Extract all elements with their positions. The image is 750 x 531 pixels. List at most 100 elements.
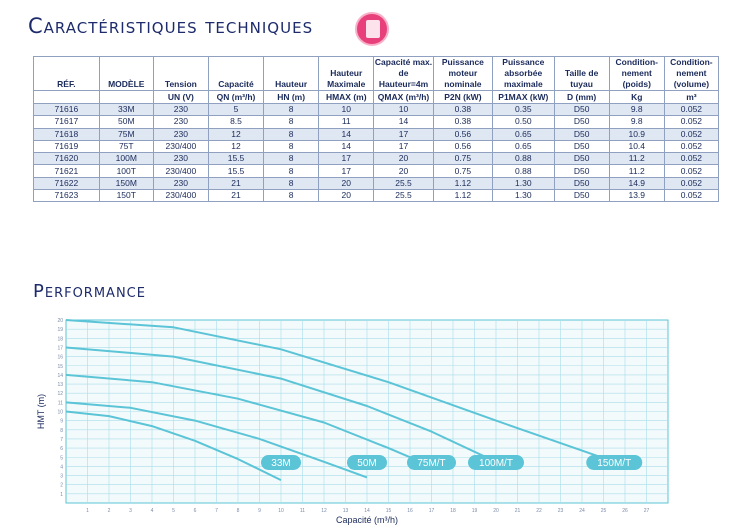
table-cell: 230: [152, 176, 209, 191]
specs-heading: Caractéristiques techniques: [28, 14, 314, 38]
table-cell: 25.5: [373, 189, 434, 203]
table-cell: 9.8: [608, 115, 665, 129]
table-cell: 15.5: [207, 152, 265, 166]
table-row: 71620 100M 230 15.5 8 17 20 0.75 0.88 D50 11.2 0.05…: [33, 152, 720, 166]
table-row: 71616 33M 230 5 8 10 10 0.38 0.35 D50 9.8 0.052: [33, 102, 720, 117]
series-line: [65, 373, 432, 468]
table-cell: 8: [263, 164, 320, 178]
x-tick-label: 8: [237, 508, 240, 514]
series-label: 75M/T: [417, 458, 445, 469]
table-cell: 11.2: [608, 152, 665, 166]
table-header: Capacité: [207, 56, 265, 91]
y-tick-label: 9: [60, 419, 63, 425]
y-tick-label: 20: [57, 318, 63, 324]
table-cell: 10: [318, 102, 375, 117]
table-cell: 0.052: [663, 127, 720, 141]
x-tick-label: 13: [343, 508, 349, 514]
x-tick-label: 4: [151, 508, 154, 514]
x-tick-label: 21: [515, 508, 521, 514]
table-cell: 0.56: [432, 127, 494, 141]
x-tick-label: 10: [278, 508, 284, 514]
table-cell: 17: [318, 164, 375, 178]
series-line: [65, 319, 615, 463]
y-tick-label: 5: [60, 455, 63, 461]
y-tick-label: 16: [57, 355, 63, 361]
table-cell: 71620: [33, 152, 100, 166]
x-tick-label: 22: [536, 508, 542, 514]
table-cell: 71616: [33, 102, 100, 117]
series-label-pill: [468, 455, 524, 470]
x-tick-label: 25: [601, 508, 607, 514]
table-cell: 0.65: [492, 127, 555, 141]
performance-heading: Performance: [33, 281, 146, 302]
y-tick-label: 17: [57, 345, 63, 351]
y-tick-label: 6: [60, 446, 63, 452]
table-cell: 0.052: [663, 152, 720, 166]
table-cell: 8: [263, 139, 320, 154]
table-cell: 8: [263, 115, 320, 129]
x-tick-label: 20: [493, 508, 499, 514]
table-cell: 1.30: [492, 189, 555, 203]
table-row: 71619 75T 230/400 12 8 14 17 0.56 0.65 D50 10.4 0.0…: [33, 139, 720, 154]
x-tick-label: 24: [579, 508, 585, 514]
x-tick-label: 9: [258, 508, 261, 514]
y-tick-label: 2: [60, 483, 63, 489]
x-tick-label: 3: [129, 508, 132, 514]
table-header: Puissance moteur nominale: [432, 56, 494, 91]
table-cell: D50: [553, 127, 610, 141]
table-cell: 8: [263, 152, 320, 166]
table-cell: 0.88: [492, 152, 555, 166]
table-cell: 71623: [33, 189, 100, 203]
table-cell: 14: [373, 115, 434, 129]
table-cell: 0.052: [663, 176, 720, 191]
series-label: 33M: [271, 458, 290, 469]
y-tick-label: 18: [57, 336, 63, 342]
table-cell: 50M: [98, 115, 154, 129]
x-tick-label: 2: [108, 508, 111, 514]
table-cell: D50: [553, 102, 610, 117]
table-cell: 230/400: [152, 164, 209, 178]
table-cell: 11.2: [608, 164, 665, 178]
table-cell: 0.38: [432, 102, 494, 117]
table-cell: 17: [318, 152, 375, 166]
table-cell: 0.75: [432, 164, 494, 178]
series-label: 150M/T: [597, 458, 631, 469]
table-cell: D50: [553, 115, 610, 129]
table-header: Hauteur: [263, 56, 320, 91]
table-cell: 17: [373, 139, 434, 154]
x-tick-label: 16: [407, 508, 413, 514]
y-axis-label: HMT (m): [36, 394, 46, 429]
table-cell: 13.9: [608, 189, 665, 203]
table-header: Condition-nement (poids): [608, 56, 665, 91]
series-label: 100M/T: [479, 458, 513, 469]
table-cell: 0.65: [492, 139, 555, 154]
table-header: MODÈLE: [98, 56, 154, 91]
series-label-pill: [586, 455, 643, 470]
table-cell: 33M: [98, 102, 154, 117]
y-tick-label: 12: [57, 391, 63, 397]
table-header: Puissance absorbée maximale: [492, 56, 555, 91]
table-header: Hauteur Maximale: [318, 56, 375, 91]
x-tick-label: 14: [364, 508, 370, 514]
table-cell: 71618: [33, 127, 100, 141]
table-cell: 0.75: [432, 152, 494, 166]
table-cell: 1.12: [432, 189, 494, 203]
table-cell: 17: [373, 127, 434, 141]
table-row: 71623 150T 230/400 21 8 20 25.5 1.12 1.30 D50 13.9…: [33, 189, 720, 203]
table-header: Condition-nement (volume): [663, 56, 720, 91]
x-tick-label: 27: [644, 508, 650, 514]
y-tick-label: 4: [60, 464, 63, 470]
series-label-pill: [261, 455, 301, 470]
table-cell: 8: [263, 102, 320, 117]
y-tick-label: 1: [60, 492, 63, 498]
table-cell: 15.5: [207, 164, 265, 178]
table-cell: 100M: [98, 152, 154, 166]
x-tick-label: 26: [622, 508, 628, 514]
table-cell: 230/400: [152, 139, 209, 154]
table-cell: D50: [553, 164, 610, 178]
table-cell: 150M: [98, 176, 154, 191]
x-tick-label: 7: [215, 508, 218, 514]
series-label-pill: [407, 455, 456, 470]
table-cell: 150T: [98, 189, 154, 203]
